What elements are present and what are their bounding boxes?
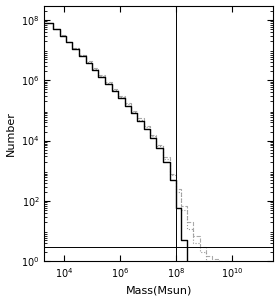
- X-axis label: Mass(Msun): Mass(Msun): [126, 285, 192, 296]
- Y-axis label: Number: Number: [6, 111, 16, 156]
